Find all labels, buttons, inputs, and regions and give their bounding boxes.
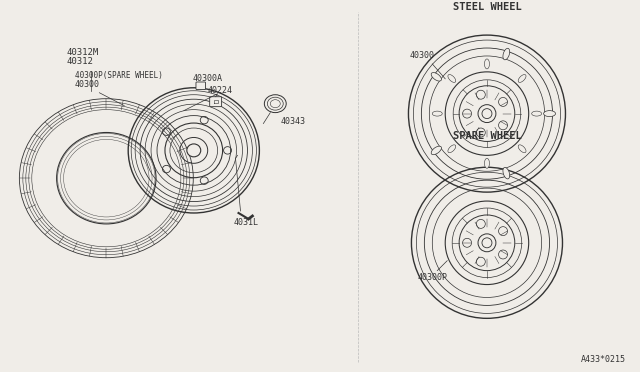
Text: SPARE WHEEL: SPARE WHEEL xyxy=(452,131,522,141)
Ellipse shape xyxy=(503,48,509,60)
Text: 4031L: 4031L xyxy=(234,218,259,227)
Ellipse shape xyxy=(518,74,526,83)
Ellipse shape xyxy=(56,132,156,224)
FancyBboxPatch shape xyxy=(196,82,205,90)
Circle shape xyxy=(478,105,496,122)
Ellipse shape xyxy=(484,59,490,69)
Ellipse shape xyxy=(187,144,201,157)
FancyBboxPatch shape xyxy=(210,97,221,107)
Ellipse shape xyxy=(264,95,286,113)
Text: 40300P: 40300P xyxy=(417,273,447,282)
Ellipse shape xyxy=(448,145,456,153)
Ellipse shape xyxy=(543,110,556,116)
Text: 40300: 40300 xyxy=(410,51,435,61)
Ellipse shape xyxy=(503,167,509,179)
Ellipse shape xyxy=(448,74,456,83)
Text: 40343: 40343 xyxy=(280,116,305,125)
Ellipse shape xyxy=(484,158,490,168)
Text: 40300P(SPARE WHEEL): 40300P(SPARE WHEEL) xyxy=(74,71,163,80)
Ellipse shape xyxy=(432,111,442,116)
Ellipse shape xyxy=(431,73,442,81)
Text: A433*0215: A433*0215 xyxy=(581,355,626,364)
Text: 40312M: 40312M xyxy=(67,48,99,57)
Ellipse shape xyxy=(532,111,541,116)
Ellipse shape xyxy=(518,145,526,153)
Text: 40312: 40312 xyxy=(67,57,93,66)
Text: 40300: 40300 xyxy=(74,80,100,89)
Text: 40224: 40224 xyxy=(208,86,233,95)
Text: 40300A: 40300A xyxy=(193,74,223,83)
Circle shape xyxy=(478,234,496,252)
Text: STEEL WHEEL: STEEL WHEEL xyxy=(452,2,522,12)
Ellipse shape xyxy=(431,146,442,155)
